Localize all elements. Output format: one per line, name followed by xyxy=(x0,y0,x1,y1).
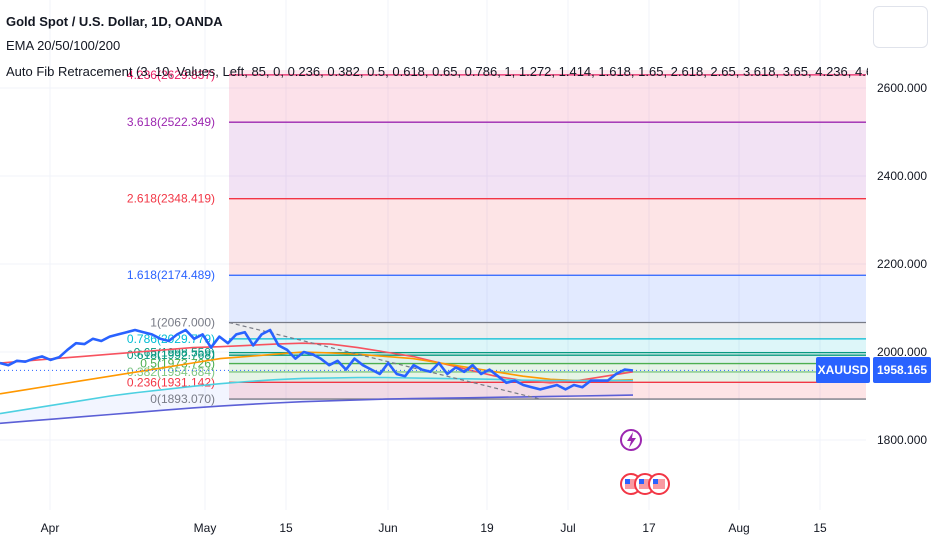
fib-band-3 xyxy=(229,363,866,372)
fib-band-11 xyxy=(229,74,866,123)
price-series-line xyxy=(0,328,634,391)
lightning-bolt-icon xyxy=(627,432,636,448)
y-tick-label-3: 2400.000 xyxy=(877,169,927,183)
us-flag-stripes-icon-2 xyxy=(653,479,665,489)
ema-area xyxy=(0,377,633,424)
fib-lines xyxy=(229,74,866,400)
fib-label-8: 1.618(2174.489) xyxy=(127,268,215,282)
us-flag-stripes-icon-1 xyxy=(639,479,651,489)
fib-label-11: 4.236(2629.837) xyxy=(127,68,215,82)
ema-legend[interactable]: EMA 20/50/100/200 xyxy=(6,38,121,53)
fib-bands xyxy=(229,70,866,400)
us-flag-canton-icon-0 xyxy=(625,479,630,484)
x-tick-label-2: 15 xyxy=(279,521,293,535)
fib-label-5: 0.65(1998.559) xyxy=(134,346,215,360)
chart-title[interactable]: Gold Spot / U.S. Dollar, 1D, OANDA xyxy=(6,14,223,29)
ema-line-3 xyxy=(0,394,634,425)
fib-band-5 xyxy=(229,352,866,356)
fib-band-8 xyxy=(229,275,866,323)
price-line xyxy=(0,328,815,391)
price-tag-value: 1958.165 xyxy=(873,357,931,383)
fib-band-2 xyxy=(229,371,866,383)
fib-band-1 xyxy=(229,382,866,400)
fib-band-4 xyxy=(229,355,866,364)
fib-label-7: 1(2067.000) xyxy=(150,316,215,330)
fib-label-3: 0.5(1973.726) xyxy=(140,357,215,371)
fib-band-6 xyxy=(229,338,866,353)
y-tick-label-4: 2600.000 xyxy=(877,81,927,95)
fib-band-top xyxy=(229,70,866,75)
x-tick-label-1: May xyxy=(194,521,217,535)
y-tick-label-0: 1800.000 xyxy=(877,433,927,447)
ema-fill-area xyxy=(0,377,633,424)
us-flag-canton-icon-1 xyxy=(639,479,644,484)
fib-label-9: 2.618(2348.419) xyxy=(127,192,215,206)
fib-legend[interactable]: Auto Fib Retracement (3, 10, Values, Lef… xyxy=(6,64,868,79)
fib-band-7 xyxy=(229,322,866,339)
fib-band-10 xyxy=(229,122,866,199)
chart-settings-panel[interactable] xyxy=(873,6,928,48)
y-tick-label-2: 2200.000 xyxy=(877,257,927,271)
y-tick-label-1: 2000.000 xyxy=(877,345,927,359)
fib-band-9 xyxy=(229,198,866,276)
x-tick-label-0: Apr xyxy=(41,521,60,535)
price-axis[interactable]: 1800.000 2000.000 2200.000 2400.000 2600.000 xyxy=(877,81,927,447)
ema-line-1 xyxy=(0,351,634,395)
x-tick-label-3: Jun xyxy=(378,521,397,535)
x-tick-label-4: 19 xyxy=(480,521,494,535)
fib-label-2: 0.382(1954.684) xyxy=(127,365,215,379)
fib-labels: 0(1893.070)0.236(1931.142)0.382(1954.684… xyxy=(127,68,215,406)
x-tick-label-8: 15 xyxy=(813,521,827,535)
ema-lines xyxy=(0,342,634,425)
fib-label-10: 3.618(2522.349) xyxy=(127,115,215,129)
x-tick-label-5: Jul xyxy=(560,521,575,535)
ema-line-2 xyxy=(0,376,633,415)
event-markers[interactable] xyxy=(620,429,670,495)
time-axis[interactable]: Apr May 15 Jun 19 Jul 17 Aug 15 xyxy=(41,521,827,535)
us-flag-stripes-icon-0 xyxy=(625,479,637,489)
fib-label-0: 0(1893.070) xyxy=(150,392,215,406)
price-tag-symbol: XAUUSD xyxy=(816,357,870,383)
fib-swing-line xyxy=(228,321,541,400)
us-flag-canton-icon-2 xyxy=(653,479,658,484)
x-tick-label-6: 17 xyxy=(642,521,656,535)
x-tick-label-7: Aug xyxy=(728,521,749,535)
fib-trend-line xyxy=(228,321,541,400)
